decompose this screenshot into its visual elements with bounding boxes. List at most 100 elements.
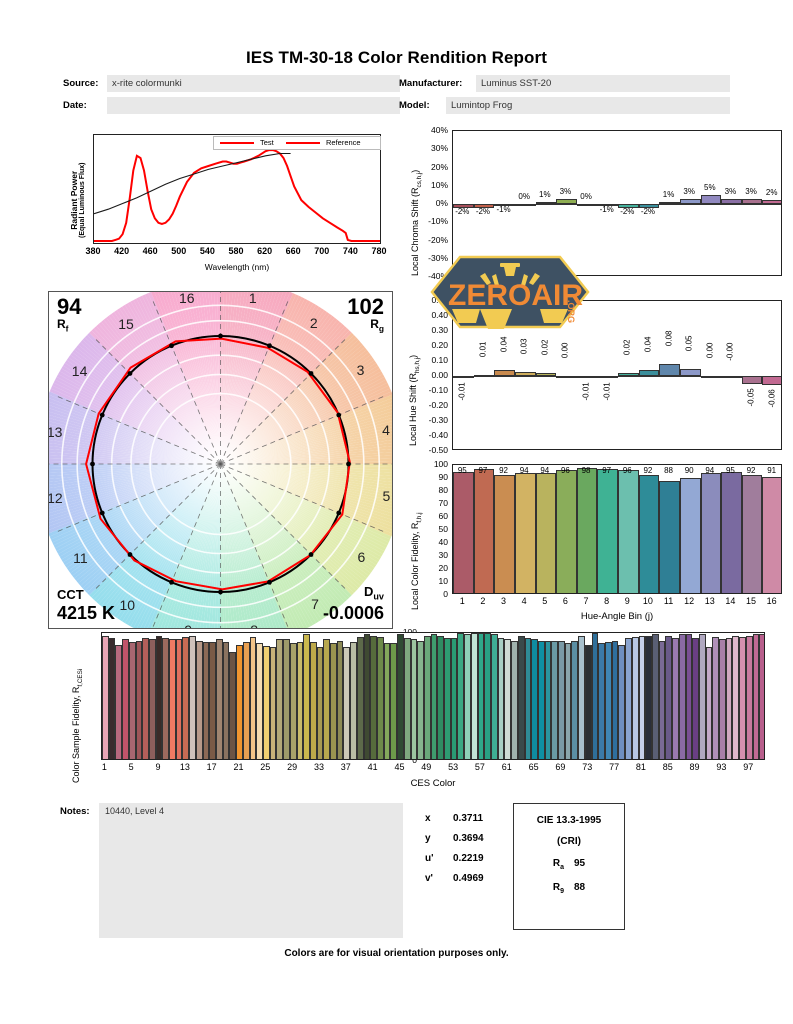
bar [625, 638, 632, 759]
bar [725, 638, 733, 759]
bar [535, 202, 557, 205]
ces-x-ticks: 1 5 9 13 17 21 25 29 33 37 41 45 49 53 57 61 65 69 73 77 81 8… [101, 762, 765, 776]
bar [102, 635, 109, 759]
bar [444, 638, 451, 759]
bar [511, 640, 518, 759]
model-value[interactable]: Lumintop Frog [446, 97, 730, 114]
spd-xtick: 580 [228, 246, 244, 256]
rf-readout: 94 Rf [57, 294, 82, 334]
bar [645, 635, 652, 759]
spd-xtick: 700 [314, 246, 330, 256]
cri-subtitle: (CRI) [557, 836, 581, 847]
hue-bin-number: 7 [311, 596, 319, 613]
bar [672, 638, 679, 759]
y-tick: 100 [433, 459, 448, 469]
y-tick: 40% [430, 125, 448, 135]
bar [721, 376, 742, 378]
x-tick: 97 [743, 762, 754, 772]
bar [721, 198, 742, 204]
y-tick: -0.30 [428, 415, 448, 425]
bar [363, 634, 371, 759]
bar [679, 198, 701, 204]
x-tick: 77 [609, 762, 620, 772]
bar [700, 194, 722, 204]
bar [450, 638, 458, 759]
x-tick: 7 [583, 596, 589, 606]
legend-label-test: Test [260, 138, 274, 147]
bar [571, 640, 579, 759]
bar [148, 639, 156, 759]
y-tick: 0.50 [431, 295, 448, 305]
fidelity-x-axis-title: Hue-Angle Bin (j) [580, 611, 654, 622]
bar [336, 640, 344, 759]
spd-legend: Test Reference [213, 136, 381, 150]
bar [269, 647, 277, 759]
bar [741, 376, 763, 384]
bar [383, 643, 391, 759]
date-label: Date: [63, 100, 87, 111]
fidelity-y-axis-title: Local Color Fidelity, Rf,h,j [410, 512, 423, 610]
x-tick: 14 [725, 596, 736, 606]
cri-ra-value: 95 [574, 858, 586, 869]
spd-xtick: 780 [371, 246, 387, 256]
bar [209, 641, 217, 759]
cie-key: x [425, 813, 431, 824]
hue-bin-number: 5 [382, 488, 391, 505]
bar [514, 472, 536, 593]
bar [356, 636, 364, 759]
bar [276, 639, 284, 759]
bar [457, 633, 465, 759]
bar [597, 376, 618, 378]
bar [679, 478, 701, 593]
y-tick: 10 [438, 576, 448, 586]
y-tick: 90 [438, 472, 448, 482]
bar [494, 370, 515, 376]
x-tick: 16 [766, 596, 777, 606]
manufacturer-value[interactable]: Luminus SST-20 [476, 75, 730, 92]
cie-key: u' [425, 853, 434, 864]
source-label: Source: [63, 78, 99, 89]
bar [182, 636, 190, 759]
bar [403, 638, 411, 759]
color-sample-fidelity-chart: Color Sample Fidelity, Rf,CESi 100908070… [63, 627, 773, 803]
x-tick: 9 [155, 762, 161, 772]
rg-readout: 102 Rg [347, 294, 384, 334]
cie-row: x 0.3711 [425, 813, 515, 833]
cie-row: v' 0.4969 [425, 873, 515, 893]
spd-xtick: 460 [142, 246, 158, 256]
bar [229, 652, 237, 759]
bar [484, 633, 491, 759]
fidelity-x-ticks: 1 2 3 4 5 6 7 8 9 10 11 12 13 14 15 16 [452, 596, 782, 610]
bar [517, 635, 525, 759]
bar [283, 639, 290, 759]
bar [453, 204, 474, 208]
date-value[interactable] [107, 97, 400, 114]
x-tick: 8 [604, 596, 610, 606]
bar [618, 644, 626, 759]
bar [155, 635, 163, 759]
x-tick: 57 [474, 762, 485, 772]
x-tick: 65 [528, 762, 539, 772]
y-tick: 30% [430, 143, 448, 154]
bar [535, 472, 557, 593]
bar [330, 643, 337, 759]
notes-box[interactable] [99, 803, 403, 938]
x-tick: 37 [340, 762, 351, 772]
duv-label: Duv [363, 584, 384, 602]
bar [473, 468, 495, 593]
cct-value: 4215 K [57, 603, 116, 623]
bar [700, 472, 722, 593]
bar [202, 641, 210, 759]
bar [423, 635, 431, 759]
bar [597, 204, 618, 206]
bar [685, 634, 693, 759]
bar [741, 198, 763, 204]
x-tick: 61 [501, 762, 512, 772]
x-tick: 5 [128, 762, 134, 772]
source-value[interactable]: x-rite colormunki [107, 75, 400, 92]
y-tick: 0 [443, 589, 448, 599]
y-tick: 50 [438, 524, 448, 534]
x-tick: 1 [459, 596, 465, 606]
spd-y-axis-title: Radiant Power (Equal Luminous Flux) [69, 162, 86, 238]
bar [759, 634, 764, 759]
